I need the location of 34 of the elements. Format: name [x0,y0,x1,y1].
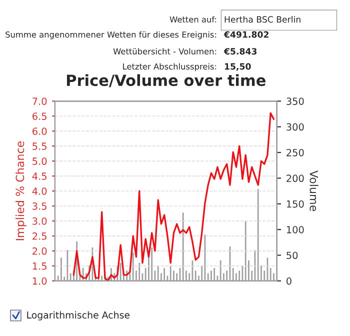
y-tick-label: 3.5 [32,202,46,210]
y-tick-label: 7.0 [32,98,47,105]
text: Summe angenommener Wetten für dieses Ereignis: [6,31,216,40]
y-tick-label: 2.0 [32,247,47,255]
y2-tick-label: 250 [286,148,304,156]
y2-tick-label: 0 [286,277,292,285]
text: €5.843 [224,48,257,55]
y-tick-label: 5.0 [32,158,47,165]
y-tick-label: 4.5 [32,172,46,180]
text: €491.802 [224,31,268,38]
y-tick-label: 3.0 [32,217,47,225]
y-tick-label: 1.0 [32,277,47,285]
y-tick-label: 4.0 [32,187,47,195]
y2-tick-label: 300 [286,123,304,131]
text: Wettübersicht - Volumen: [113,48,216,54]
y2-tick-label: 150 [286,200,304,208]
text: Letzter Abschlusspreis: [123,63,216,72]
line-series [72,112,275,281]
y2-tick-label: 100 [286,226,304,234]
text: Wetten auf: [170,16,216,23]
y2-tick-label: 350 [286,98,304,105]
y-axis-title: Implied % Chance [16,141,26,240]
y2-tick-label: 200 [286,174,304,182]
y-tick-label: 2.5 [32,232,46,240]
y-tick-label: 5.5 [32,142,46,150]
chart-title: Price/Volume over time [66,74,266,88]
text: 15,50 [224,63,251,71]
y-tick-label: 6.5 [32,112,46,120]
text: Hertha BSC Berlin [224,16,300,23]
y-tick-label: 6.0 [32,128,47,135]
y2-tick-label: 50 [286,252,298,260]
y-tick-label: 1.5 [32,262,46,270]
y2-axis-title: Volume [310,170,318,212]
text: Logarithmische Achse [27,311,130,320]
